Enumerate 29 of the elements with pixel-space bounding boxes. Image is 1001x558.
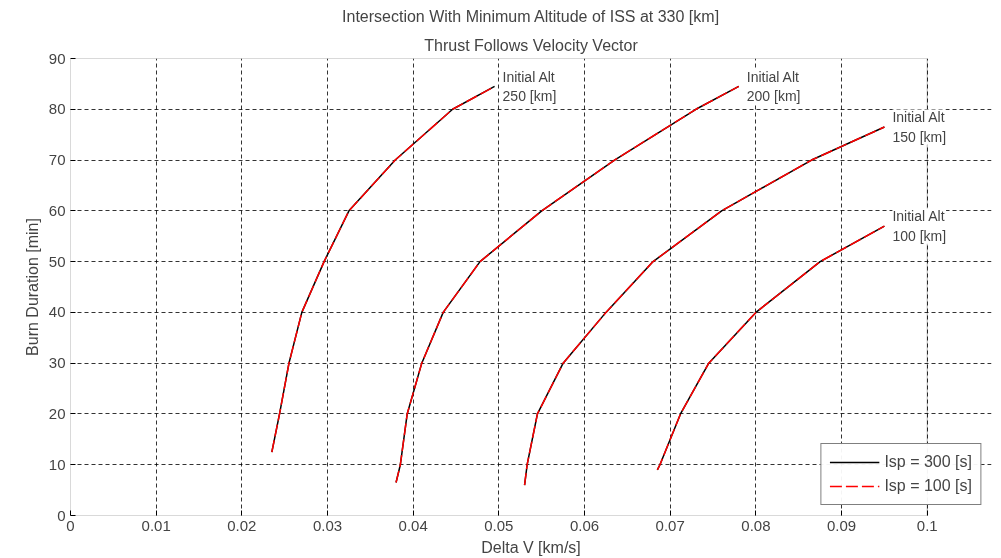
legend-label: Isp = 100 [s] [884,477,972,495]
x-tick-label: 0.08 [741,516,771,534]
y-tick-label: 50 [48,252,66,270]
x-tick-label: 0.07 [655,516,685,534]
annotation: Initial Alt 150 [km] [892,109,947,145]
x-tick-label: 0.05 [484,516,514,534]
y-tick-label: 80 [48,100,66,118]
y-tick-label: 10 [48,455,66,473]
y-axis-title: Burn Duration [min] [23,218,41,356]
chart-subtitle: Thrust Follows Velocity Vector [424,36,639,54]
y-tick-label: 40 [48,303,66,321]
chart-title: Intersection With Minimum Altitude of ISS at 330 [km] [342,7,720,25]
x-tick-label: 0.09 [826,516,857,534]
x-tick-label: 0.02 [227,516,257,534]
x-tick-label: 0.01 [141,516,171,534]
x-axis-title: Delta V [km/s] [481,538,581,556]
y-tick-label: 30 [48,354,66,372]
x-tick-label: 0.04 [398,516,428,534]
annotation: Initial Alt 250 [km] [502,68,557,105]
y-tick-label: 90 [48,49,66,67]
x-tick-label: 0.06 [569,516,600,534]
annotation: Initial Alt 200 [km] [746,68,801,105]
x-tick-label: 0.03 [312,516,343,534]
legend-label: Isp = 300 [s] [884,453,972,471]
y-tick-label: 70 [48,151,66,169]
x-tick-label: 0.1 [916,516,938,534]
annotation: Initial Alt 100 [km] [892,208,947,244]
y-tick-label: 60 [48,201,66,219]
y-tick-label: 20 [48,404,66,422]
